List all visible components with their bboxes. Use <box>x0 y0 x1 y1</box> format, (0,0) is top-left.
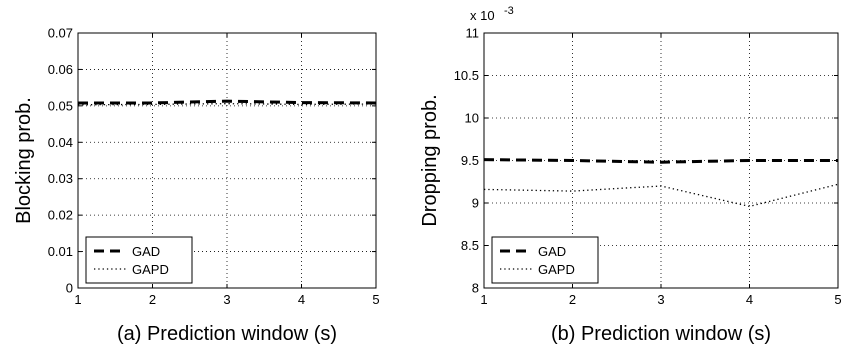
x-tick-label: 4 <box>746 292 753 307</box>
chart-panel-b: 1 2 3 4 5 8 8.5 9 9.5 10 10.5 11 x 10 -3 (b) Predictio… <box>419 5 842 345</box>
legend-label-gad: GAD <box>132 244 160 259</box>
legend: GAD GAPD <box>85 236 193 284</box>
y-tick-label: 8 <box>472 281 479 296</box>
y-axis-label: Blocking prob. <box>13 97 35 224</box>
x-tick-label: 5 <box>834 292 841 307</box>
legend: GAD GAPD <box>491 236 599 284</box>
x-tick-label: 4 <box>298 292 305 307</box>
legend-label-gad: GAD <box>538 244 566 259</box>
y-tick-label: 0.05 <box>48 98 73 113</box>
y-tick-label: 11 <box>466 26 480 41</box>
y-tick-label: 0.06 <box>48 62 73 77</box>
x-axis-label: (a) Prediction window (s) <box>117 323 337 345</box>
legend-label-gapd: GAPD <box>538 262 575 277</box>
y-tick-label: 9.5 <box>461 153 479 168</box>
series-line-gapd <box>483 183 839 208</box>
x-tick-label: 1 <box>74 292 81 307</box>
x-tick-label: 2 <box>149 292 156 307</box>
legend-box <box>85 236 193 284</box>
y-tick-label: 10.5 <box>454 68 479 83</box>
x-tick-label: 3 <box>657 292 664 307</box>
series-line-gad <box>483 158 838 164</box>
y-tick-label: 0.07 <box>48 26 73 41</box>
series-line-gad <box>78 99 377 105</box>
y-tick-label: 0.02 <box>48 208 73 223</box>
y-tick-label: 9 <box>472 196 479 211</box>
y-tick-label: 10 <box>465 111 479 126</box>
y-tick-label: 8.5 <box>461 238 479 253</box>
y-multiplier-label: x 10 <box>470 8 495 23</box>
y-multiplier-exponent: -3 <box>504 5 514 17</box>
x-tick-label: 1 <box>480 292 487 307</box>
y-axis-label: Dropping prob. <box>419 94 441 226</box>
y-tick-label: 0.01 <box>48 244 73 259</box>
legend-label-gapd: GAPD <box>132 262 169 277</box>
x-tick-label: 2 <box>569 292 576 307</box>
x-tick-label: 3 <box>223 292 230 307</box>
legend-box <box>491 236 599 284</box>
y-tick-label: 0.03 <box>48 171 73 186</box>
chart-panel-a: 1 2 3 4 5 0 0.01 0.02 0.03 0.04 0.05 0.06 0.07 (a) Pr… <box>13 26 380 346</box>
y-tick-label: 0.04 <box>48 135 73 150</box>
x-axis-label: (b) Prediction window (s) <box>551 323 771 345</box>
x-tick-label: 5 <box>372 292 379 307</box>
y-tick-label: 0 <box>66 281 73 296</box>
